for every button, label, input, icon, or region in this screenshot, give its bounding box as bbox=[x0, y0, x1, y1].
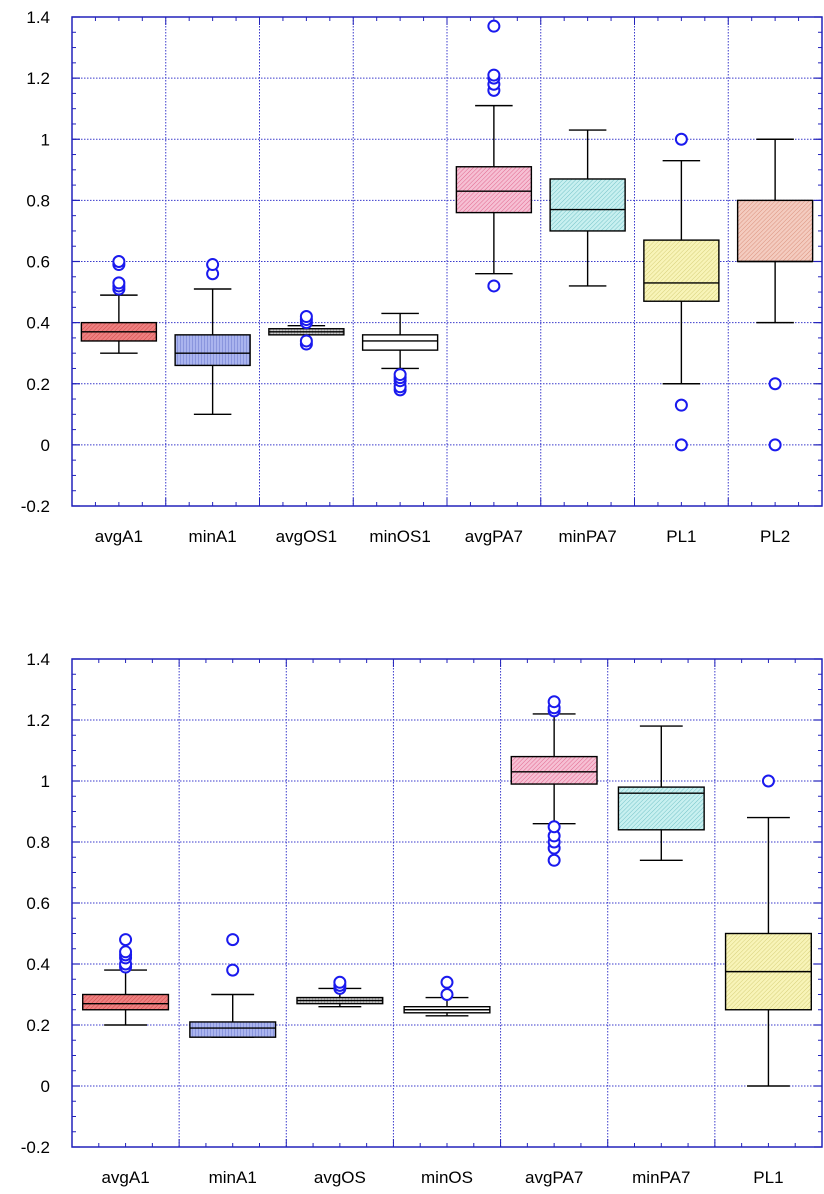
box-minOS bbox=[403, 975, 491, 1017]
outlier-point bbox=[299, 334, 313, 348]
box-avgOS bbox=[296, 975, 384, 1008]
outlier-point bbox=[393, 368, 407, 382]
outlier-point bbox=[299, 310, 313, 324]
box-PL1 bbox=[643, 132, 720, 452]
box-outline bbox=[736, 199, 814, 263]
box-outline bbox=[455, 166, 533, 214]
y-tick-label: 0 bbox=[41, 436, 50, 455]
outlier-point bbox=[487, 279, 501, 293]
x-tick-label: avgA1 bbox=[101, 1168, 149, 1187]
y-tick-label: -0.2 bbox=[21, 497, 50, 516]
box-avgPA7 bbox=[455, 19, 533, 293]
outlier-point bbox=[333, 975, 347, 989]
outlier-point bbox=[440, 975, 454, 989]
outlier-point bbox=[119, 933, 133, 947]
y-tick-label: 1.2 bbox=[26, 69, 50, 88]
y-tick-label: -0.2 bbox=[21, 1138, 50, 1157]
box-outline bbox=[617, 786, 705, 831]
box-avgA1 bbox=[80, 255, 158, 354]
lower-box-plot: -0.2 0 0.2 0.4 0.6 0.8 1 1.2 1.4 avgA1 minA1 avgOS m… bbox=[21, 650, 823, 1187]
y-tick-label: 0.4 bbox=[26, 314, 50, 333]
box-minPA7 bbox=[617, 725, 705, 861]
y-tick-label: 0.8 bbox=[26, 833, 50, 852]
y-tick-label: 1 bbox=[41, 130, 50, 149]
outlier-point bbox=[674, 398, 688, 412]
outlier-point bbox=[119, 945, 133, 959]
x-tick-label: PL1 bbox=[666, 527, 696, 546]
y-tick-label: 1.4 bbox=[26, 8, 50, 27]
outlier-point bbox=[547, 853, 561, 867]
y-tick-label: 0.2 bbox=[26, 375, 50, 394]
y-tick-label: 0.6 bbox=[26, 253, 50, 272]
box-outline bbox=[82, 993, 170, 1011]
x-tick-label: avgPA7 bbox=[465, 527, 523, 546]
x-tick-label: minOS1 bbox=[369, 527, 430, 546]
x-tick-label: minOS bbox=[421, 1168, 473, 1187]
outlier-point bbox=[226, 963, 240, 977]
y-tick-label: 1.4 bbox=[26, 650, 50, 669]
y-tick-label: 1 bbox=[41, 772, 50, 791]
outlier-point bbox=[674, 438, 688, 452]
box-minOS1 bbox=[361, 312, 439, 397]
outlier-point bbox=[112, 255, 126, 268]
x-tick-label: avgOS bbox=[314, 1168, 366, 1187]
y-tick-label: 0.4 bbox=[26, 955, 50, 974]
outlier-point bbox=[206, 258, 220, 272]
outlier-point bbox=[487, 19, 501, 33]
box-minA1 bbox=[174, 258, 251, 416]
box-outline bbox=[510, 755, 598, 785]
box-outline bbox=[361, 334, 439, 351]
outlier-point bbox=[440, 988, 454, 1001]
y-tick-label: 0.8 bbox=[26, 191, 50, 210]
box-outline bbox=[549, 178, 626, 232]
outlier-point bbox=[768, 377, 782, 391]
y-tick-label: 0.2 bbox=[26, 1016, 50, 1035]
box-outline bbox=[189, 1021, 277, 1038]
outlier-point bbox=[547, 820, 561, 834]
x-tick-label: avgOS1 bbox=[276, 527, 337, 546]
y-tick-label: 0 bbox=[41, 1077, 50, 1096]
box-minA1 bbox=[189, 933, 277, 1038]
box-outline bbox=[174, 334, 251, 367]
box-avgA1 bbox=[82, 933, 170, 1026]
outlier-point bbox=[674, 132, 688, 146]
box-PL2 bbox=[736, 138, 814, 452]
box-minPA7 bbox=[549, 129, 626, 287]
outlier-point bbox=[226, 933, 240, 947]
outlier-point bbox=[112, 276, 126, 290]
plot-frame bbox=[71, 16, 823, 507]
x-tick-label: avgA1 bbox=[95, 527, 143, 546]
x-tick-label: minA1 bbox=[189, 527, 237, 546]
x-tick-label: PL2 bbox=[760, 527, 790, 546]
x-tick-label: PL1 bbox=[753, 1168, 783, 1187]
outlier-point bbox=[761, 774, 775, 788]
outlier-point bbox=[547, 695, 561, 709]
x-tick-label: minPA7 bbox=[558, 527, 616, 546]
x-tick-label: minA1 bbox=[209, 1168, 257, 1187]
box-avgOS1 bbox=[268, 310, 345, 351]
upper-box-plot: -0.2 0 0.2 0.4 0.6 0.8 1 1.2 1.4 avgA1 minA1 avgOS1… bbox=[21, 8, 823, 546]
box-outline bbox=[643, 239, 720, 302]
x-tick-label: avgPA7 bbox=[525, 1168, 583, 1187]
outlier-point bbox=[487, 68, 501, 82]
y-tick-label: 1.2 bbox=[26, 711, 50, 730]
x-tick-label: minPA7 bbox=[632, 1168, 690, 1187]
box-PL1 bbox=[724, 774, 812, 1087]
plot-frame bbox=[71, 658, 823, 1148]
outlier-point bbox=[768, 438, 782, 452]
y-tick-label: 0.6 bbox=[26, 894, 50, 913]
box-avgPA7 bbox=[510, 695, 598, 867]
